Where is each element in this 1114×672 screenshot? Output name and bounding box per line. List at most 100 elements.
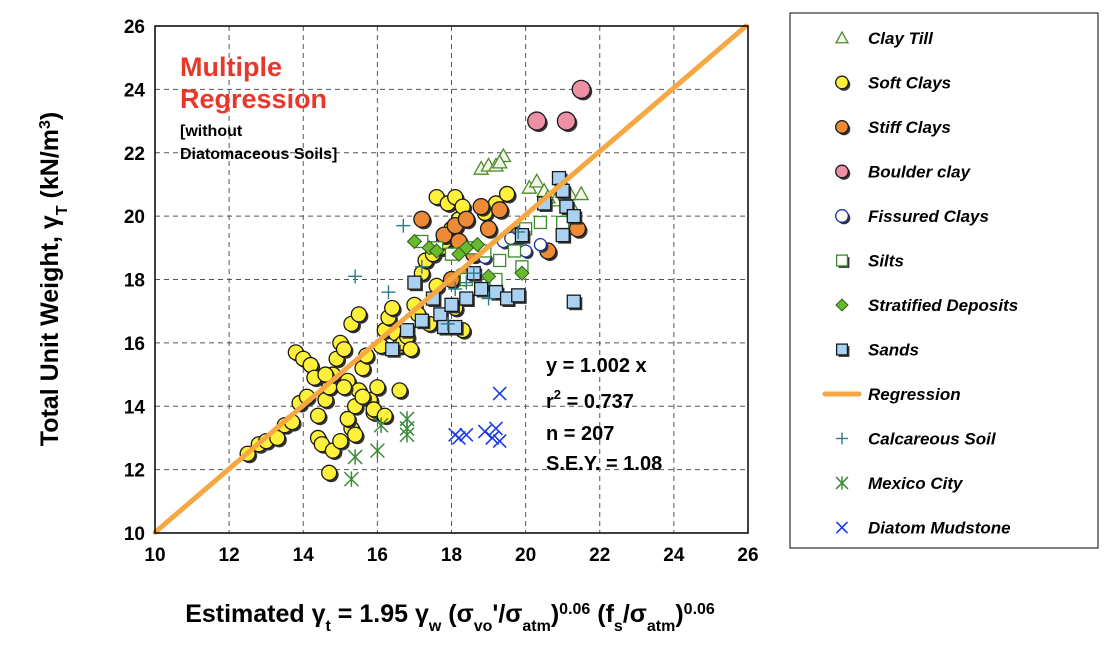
mexico-city-point [343,471,359,487]
calcareous-soil-point [348,269,363,284]
sands-point [385,342,400,357]
clay-till-point [528,172,545,188]
boulder-clay-point [527,111,547,131]
x-tick-label: 20 [515,545,536,566]
axis-label-part: ) [36,112,64,120]
calcareous-soil-point [466,266,481,281]
data-points [239,79,593,487]
x-tick-label: 10 [144,545,165,566]
mexico-city-point [347,449,363,465]
mexico-city-point [399,420,415,437]
legend-symbol-stiff-clays [835,120,849,134]
diatom-mudstone-point [492,386,507,401]
stratified-deposits-point [480,268,497,285]
legend-label-calcareous-soil: Calcareous Soil [868,430,997,449]
y-tick-label: 18 [124,271,145,292]
mexico-city-point [369,442,385,459]
plot-frame [154,25,749,534]
legend-label-stiff-clays: Stiff Clays [868,118,951,137]
legend-label-mexico-city: Mexico City [868,474,964,493]
soft-clays-point [369,379,386,396]
y-tick-label: 12 [124,461,145,482]
soft-clays-point [309,407,327,424]
legend-symbol-clay-till [834,30,850,44]
soft-clays-point [402,341,419,358]
legend-label-fissured-clays: Fissured Clays [868,207,989,226]
legend-symbol-mexico-city [835,476,849,490]
legend-item-boulder-clay: Boulder clay [835,163,972,182]
series-calcareous-soil [348,218,526,331]
stiff-clays-point [435,226,453,244]
soft-clays-point [498,185,516,203]
legend: Clay Till Soft Clays Stiff Clays Boulder cl… [789,12,1099,549]
axis-label-part: 0.06 [684,601,715,618]
calcareous-soil-point [481,291,496,306]
legend-label-boulder-clay: Boulder clay [868,163,972,182]
axis-label-part: ) [675,600,683,628]
silts-point [507,244,522,258]
legend-label-sands: Sands [868,341,919,360]
soft-clays-point [339,410,356,428]
axis-label-part: ( [441,600,457,628]
y-tick-label: 16 [124,334,145,355]
legend-item-clay-till: Clay Till [834,29,934,48]
series-fissured-clays [478,231,549,266]
axis-label-part: atm [522,618,550,635]
soft-clays-point [335,379,353,396]
series-stratified-deposits [406,233,530,285]
stiff-clays-point [413,210,431,228]
sands-point [407,275,422,290]
axis-label-part: T [54,205,71,215]
fissured-clays-point [518,244,533,258]
soft-clays-point [335,341,353,358]
sands-point [459,291,474,306]
subtitle-line: Diatomaceous Soils] [180,146,337,163]
soft-clays-point [350,306,367,323]
stats-n: n = 207 [546,423,614,445]
stratified-deposits-point [428,243,445,259]
legend-symbol-silts [835,254,849,267]
y-tick-label: 24 [124,80,146,101]
legend-symbol-boulder-clay [835,164,849,179]
x-tick-label: 26 [737,545,758,566]
legend-symbol-stratified-deposits [835,298,849,312]
legend-symbol-fissured-clays [835,209,849,223]
legend-item-stratified-deposits: Stratified Deposits [835,296,1018,315]
legend-item-fissured-clays: Fissured Clays [835,207,989,226]
axis-label-part: (f [590,600,614,628]
stiff-clays-point [479,220,498,238]
soft-clays-point [321,464,338,481]
axis-label-part: '/ [492,600,505,628]
axis-label-part: Total Unit Weight, [36,229,64,446]
legend-item-stiff-clays: Stiff Clays [835,118,951,137]
legend-item-diatom-mudstone: Diatom Mudstone [835,519,1011,538]
chart-title-line: Regression [180,84,327,114]
soft-clays-point [332,432,349,450]
axis-label-part: s [614,618,623,635]
x-tick-label: 24 [663,545,685,566]
diatom-mudstone-point [492,434,507,449]
sands-point [566,294,581,309]
series-soft-clays [239,185,517,483]
legend-label-diatom-mudstone: Diatom Mudstone [868,519,1011,538]
sands-point [514,227,530,243]
stiff-clays-point [472,197,490,216]
diatom-mudstone-point [451,430,466,446]
legend-box [789,12,1099,549]
sands-point [399,323,415,338]
sands-point [555,227,570,243]
stats-sey: S.E.Y. = 1.08 [546,453,662,475]
clay-till-point [491,153,508,169]
stats-r2: r2 = 0.737 [546,387,634,413]
axis-label-part: t [326,618,332,635]
axis-label-part: w [428,618,442,635]
legend-item-mexico-city: Mexico City [835,474,964,493]
calcareous-soil-point [511,224,526,239]
soft-clays-point [354,388,371,405]
silts-point [533,215,548,230]
chart-title: Multiple Regression [180,52,327,114]
stratified-deposits-point [406,233,423,250]
calcareous-soil-point [414,259,429,274]
sands-point [448,319,463,335]
